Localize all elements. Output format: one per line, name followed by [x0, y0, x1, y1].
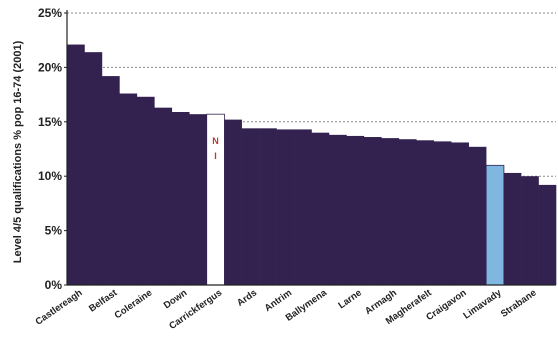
bar [224, 119, 242, 286]
x-tick-label: Coleraine [113, 287, 155, 321]
bar [311, 132, 330, 285]
y-tick-label: 0% [45, 278, 63, 292]
y-tick-label: 25% [38, 6, 62, 20]
bar [84, 52, 103, 285]
bar [521, 176, 539, 285]
bar [67, 44, 85, 285]
bar [346, 135, 365, 285]
bar [119, 93, 138, 285]
bar [433, 141, 452, 285]
bar-annotation: I [214, 151, 217, 161]
y-tick-labels: 0% 5% 10% 15% 20% 25% [38, 6, 62, 292]
axes [64, 10, 556, 286]
bar [381, 138, 400, 285]
bar [136, 96, 155, 285]
bar [468, 146, 487, 285]
bar [276, 129, 295, 285]
bar [241, 128, 260, 285]
y-tick-label: 20% [38, 60, 62, 74]
y-tick-label: 10% [38, 169, 62, 183]
bars: NI [67, 44, 557, 286]
bar [451, 142, 469, 285]
bar [294, 129, 312, 285]
bar [154, 107, 173, 285]
y-axis-label: Level 4/5 qualifications % pop 16-74 (20… [12, 40, 24, 263]
x-tick-label: Ards [235, 287, 259, 308]
bar [328, 134, 347, 285]
bar-annotation: N [212, 136, 219, 146]
bar [398, 139, 417, 285]
x-tick-label: Castlereagh [34, 287, 85, 327]
bar-limavady [485, 164, 505, 286]
y-tick-label: 15% [38, 115, 62, 129]
bar [416, 140, 435, 285]
y-tick-label: 5% [45, 224, 63, 238]
x-tick-label: Down [162, 287, 190, 311]
bar [503, 172, 522, 285]
bar [189, 114, 208, 286]
x-tick-label: Strabane [499, 287, 539, 319]
bar [363, 137, 382, 285]
bar [259, 128, 277, 285]
x-tick-label: Limavady [461, 287, 504, 322]
x-tick-label: Larne [336, 287, 364, 311]
bar [171, 112, 190, 285]
bar [101, 76, 120, 285]
bar [538, 184, 557, 285]
